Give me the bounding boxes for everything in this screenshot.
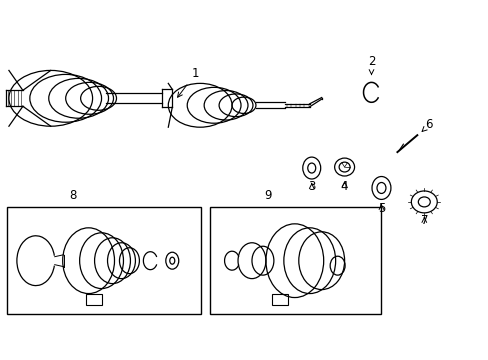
Text: 6: 6 [421,118,432,131]
Text: 2: 2 [367,55,374,75]
Text: 5: 5 [377,202,385,215]
Text: 7: 7 [420,214,427,227]
Bar [85,293,102,305]
Text: 8: 8 [69,189,76,202]
Text: 1: 1 [177,67,199,97]
Text: 3: 3 [307,180,315,193]
Text: 9: 9 [264,189,271,202]
Bar [7,207,201,315]
Bar [210,207,381,315]
Bar [271,293,287,305]
Text: 4: 4 [340,180,347,193]
